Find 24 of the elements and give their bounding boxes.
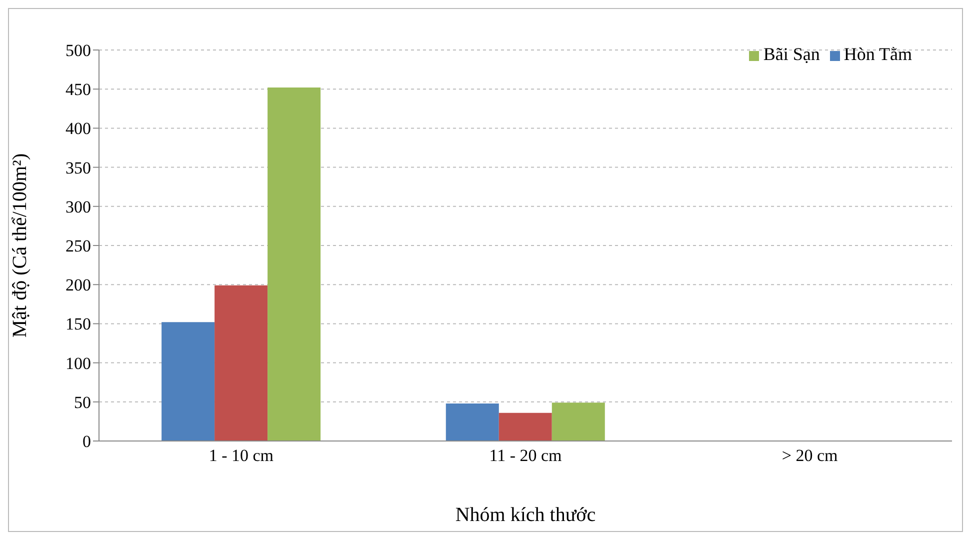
bar bbox=[214, 285, 268, 441]
y-tick-label: 50 bbox=[74, 392, 91, 412]
y-tick-label: 0 bbox=[82, 432, 91, 452]
y-axis-title: Mật độ (Cá thể/100m²) bbox=[9, 153, 32, 338]
bar bbox=[162, 322, 215, 441]
bar bbox=[498, 412, 552, 441]
x-axis-title: Nhóm kích thước bbox=[455, 504, 596, 526]
legend-label: Bãi Sạn bbox=[763, 44, 820, 64]
y-tick-label: 100 bbox=[66, 354, 91, 373]
y-tick-label: 250 bbox=[66, 236, 91, 256]
y-tick-label: 300 bbox=[66, 197, 91, 216]
x-tick-label: > 20 cm bbox=[782, 446, 838, 466]
bar bbox=[446, 403, 499, 441]
y-tick-label: 200 bbox=[66, 276, 91, 295]
bar bbox=[552, 402, 605, 441]
bar bbox=[268, 88, 321, 441]
y-tick-label: 500 bbox=[66, 41, 91, 60]
y-tick-label: 450 bbox=[66, 80, 91, 100]
y-tick-label: 350 bbox=[66, 158, 91, 178]
y-tick-label: 400 bbox=[66, 119, 91, 138]
x-tick-label: 11 - 20 cm bbox=[489, 446, 562, 466]
legend-label: Hòn Tằm bbox=[844, 44, 912, 64]
x-tick-label: 1 - 10 cm bbox=[208, 446, 274, 466]
y-tick-label: 150 bbox=[66, 314, 91, 334]
